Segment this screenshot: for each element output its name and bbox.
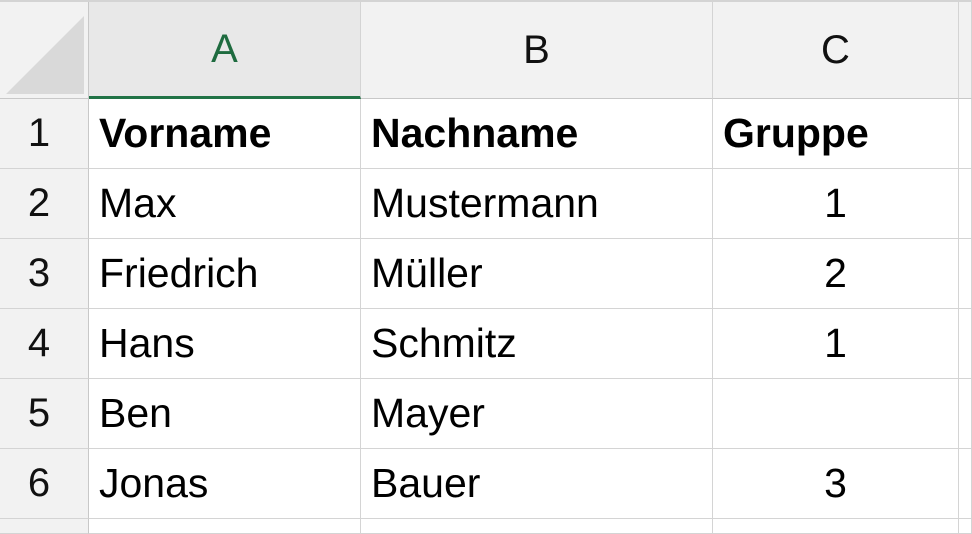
cell-b4[interactable]: Schmitz	[361, 309, 713, 379]
cell-a5[interactable]: Ben	[89, 379, 361, 449]
row-header-2[interactable]: 2	[0, 169, 89, 239]
column-header-b[interactable]: B	[361, 2, 713, 99]
cell-a4[interactable]: Hans	[89, 309, 361, 379]
select-all-corner[interactable]	[0, 2, 89, 99]
row-header-1[interactable]: 1	[0, 99, 89, 169]
row-header-4[interactable]: 4	[0, 309, 89, 379]
cell-d4[interactable]	[959, 309, 972, 379]
cell-a2[interactable]: Max	[89, 169, 361, 239]
cell-d6[interactable]	[959, 449, 972, 519]
cell-d1[interactable]	[959, 99, 972, 169]
cell-d5[interactable]	[959, 379, 972, 449]
cell-c5[interactable]	[713, 379, 959, 449]
cell-d2[interactable]	[959, 169, 972, 239]
column-header-a[interactable]: A	[89, 2, 361, 99]
cell-c4[interactable]: 1	[713, 309, 959, 379]
cell-c3[interactable]: 2	[713, 239, 959, 309]
cell-b6[interactable]: Bauer	[361, 449, 713, 519]
cell-d3[interactable]	[959, 239, 972, 309]
cell-b3[interactable]: Müller	[361, 239, 713, 309]
cell-a6[interactable]: Jonas	[89, 449, 361, 519]
cell-a1[interactable]: Vorname	[89, 99, 361, 169]
cell-b1[interactable]: Nachname	[361, 99, 713, 169]
column-header-c[interactable]: C	[713, 2, 959, 99]
row-header-3[interactable]: 3	[0, 239, 89, 309]
cell-b5[interactable]: Mayer	[361, 379, 713, 449]
row-header-6[interactable]: 6	[0, 449, 89, 519]
cell-c6[interactable]: 3	[713, 449, 959, 519]
cell-c2[interactable]: 1	[713, 169, 959, 239]
cell-a3[interactable]: Friedrich	[89, 239, 361, 309]
cell-b2[interactable]: Mustermann	[361, 169, 713, 239]
cell-c1[interactable]: Gruppe	[713, 99, 959, 169]
row-header-5[interactable]: 5	[0, 379, 89, 449]
column-header-d-partial[interactable]	[959, 2, 972, 99]
select-all-triangle-icon	[6, 16, 84, 94]
